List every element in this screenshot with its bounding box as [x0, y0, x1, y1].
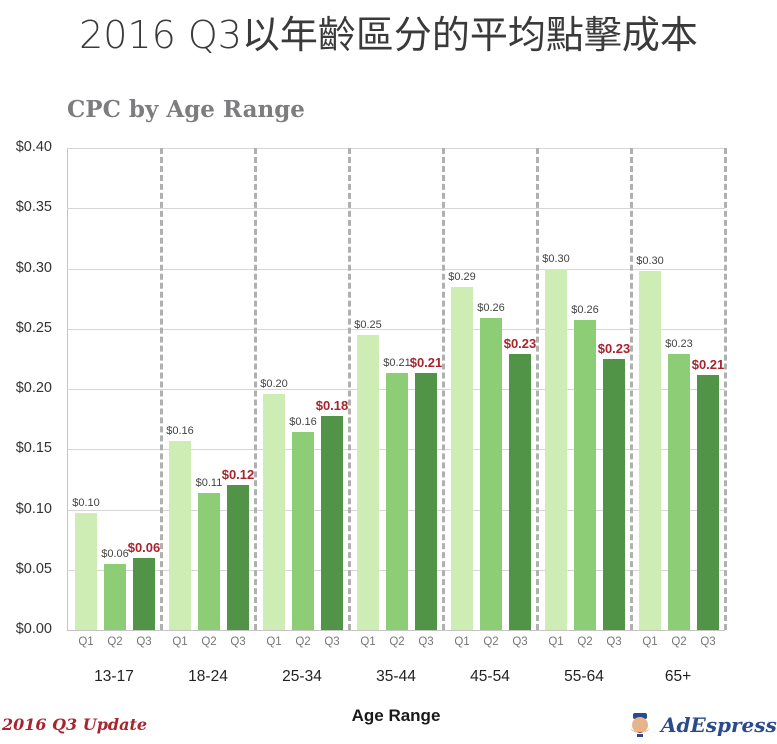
group-separator [442, 148, 445, 630]
bar-value-label: $0.16 [166, 424, 194, 437]
bar-value-label: $0.30 [542, 252, 570, 265]
bar-value-label: $0.23 [503, 336, 537, 352]
y-tick-label: $0.15 [15, 440, 52, 457]
bar-65+-Q3 [697, 374, 719, 630]
group-separator [536, 148, 539, 630]
gridline [67, 148, 725, 149]
bar-55-64-Q2 [574, 320, 596, 630]
quarter-tick-label: Q1 [360, 636, 376, 648]
bar-25-34-Q2 [292, 432, 314, 630]
y-tick-label: $0.00 [15, 621, 52, 637]
bar-value-label: $0.11 [195, 476, 223, 489]
group-separator [254, 148, 257, 630]
bar-25-34-Q1 [263, 393, 285, 630]
brand-name: AdEspresso [661, 713, 777, 737]
bar-value-label: $0.12 [221, 467, 255, 483]
bar-value-label: $0.26 [477, 301, 505, 314]
quarter-tick-label: Q3 [512, 636, 528, 648]
bar-13-17-Q3 [133, 557, 155, 630]
x-axis-title: Age Range [351, 706, 441, 725]
y-tick-label: $0.10 [15, 500, 52, 517]
bar-65+-Q1 [639, 270, 661, 630]
bar-35-44-Q3 [415, 373, 437, 630]
bar-value-label: $0.23 [597, 340, 631, 356]
gridline [67, 208, 725, 210]
age-range-label: 35-44 [376, 668, 416, 685]
quarter-tick-label: Q3 [418, 636, 434, 648]
quarter-tick-label: Q3 [700, 636, 716, 648]
brand-logo: AdEspresso [625, 712, 777, 738]
quarter-tick-label: Q2 [107, 636, 123, 648]
y-tick-label: $0.05 [15, 560, 52, 577]
quarter-tick-label: Q1 [454, 636, 470, 648]
bar-18-24-Q3 [227, 485, 249, 630]
age-range-label: 65+ [664, 668, 692, 685]
bar-25-34-Q3 [321, 415, 343, 630]
update-badge: 2016 Q3 Update [2, 715, 148, 734]
gridline [67, 268, 725, 270]
age-range-label: 13-17 [94, 668, 134, 685]
bar-value-label: $0.06 [101, 547, 129, 560]
group-separator [348, 148, 351, 630]
quarter-tick-label: Q1 [642, 636, 658, 648]
quarter-tick-label: Q3 [230, 636, 246, 648]
x-axis-line [67, 630, 725, 631]
page-title: 2016 Q3以年齡區分的平均點擊成本 [79, 13, 698, 57]
bar-55-64-Q1 [545, 268, 567, 630]
quarter-tick-label: Q2 [577, 636, 593, 648]
quarter-tick-label: Q2 [295, 636, 311, 648]
bar-value-label: $0.21 [409, 355, 443, 371]
age-range-label: 18-24 [188, 668, 228, 685]
quarter-tick-label: Q3 [606, 636, 622, 648]
bar-value-label: $0.23 [665, 338, 693, 351]
mascot-icon [630, 713, 650, 737]
age-range-label: 55-64 [564, 668, 604, 685]
bar-45-54-Q2 [480, 317, 502, 630]
group-separator [724, 148, 727, 630]
quarter-tick-label: Q1 [78, 636, 94, 648]
bar-value-label: $0.25 [354, 318, 382, 331]
bar-18-24-Q1 [169, 440, 191, 630]
bar-value-label: $0.06 [127, 539, 161, 555]
y-tick-label: $0.25 [15, 319, 52, 336]
group-separator [160, 148, 163, 630]
bar-45-54-Q1 [451, 286, 473, 630]
bar-value-label: $0.26 [571, 304, 599, 317]
plot-area: $0.10 $0.06 $0.06 $0.16 $0.11 $0.12 $0.20 $0.16… [67, 148, 727, 631]
bar-value-label: $0.21 [691, 356, 725, 372]
quarter-tick-label: Q3 [324, 636, 340, 648]
quarter-tick-label: Q2 [671, 636, 687, 648]
y-tick-label: $0.40 [15, 139, 52, 155]
age-range-label: 25-34 [282, 668, 322, 685]
bar-value-label: $0.18 [315, 397, 349, 413]
quarter-tick-label: Q2 [389, 636, 405, 648]
quarter-tick-label: Q1 [172, 636, 188, 648]
bar-35-44-Q2 [386, 373, 408, 630]
y-tick-label: $0.30 [15, 259, 52, 276]
bar-45-54-Q3 [509, 354, 531, 630]
bar-13-17-Q1 [75, 513, 97, 630]
quarter-tick-label: Q1 [548, 636, 564, 648]
gridline [67, 328, 725, 330]
y-tick-label: $0.20 [15, 380, 52, 396]
bar-13-17-Q2 [104, 563, 126, 630]
bar-value-label: $0.20 [260, 377, 288, 390]
chart-title: CPC by Age Range [67, 96, 305, 123]
bar-value-label: $0.29 [448, 270, 476, 283]
age-range-label: 45-54 [470, 668, 510, 685]
bar-value-label: $0.10 [72, 497, 100, 510]
quarter-tick-label: Q2 [201, 636, 217, 648]
bar-value-label: $0.16 [289, 416, 317, 429]
y-tick-label: $0.35 [15, 199, 52, 216]
bar-value-label: $0.30 [636, 254, 664, 267]
bar-35-44-Q1 [357, 334, 379, 630]
bar-18-24-Q2 [198, 492, 220, 630]
quarter-tick-label: Q3 [136, 636, 152, 648]
quarter-tick-label: Q1 [266, 636, 282, 648]
bar-65+-Q2 [668, 354, 690, 630]
quarter-tick-label: Q2 [483, 636, 499, 648]
group-separator [630, 148, 633, 630]
bar-value-label: $0.21 [383, 357, 411, 370]
bar-55-64-Q3 [603, 358, 625, 630]
